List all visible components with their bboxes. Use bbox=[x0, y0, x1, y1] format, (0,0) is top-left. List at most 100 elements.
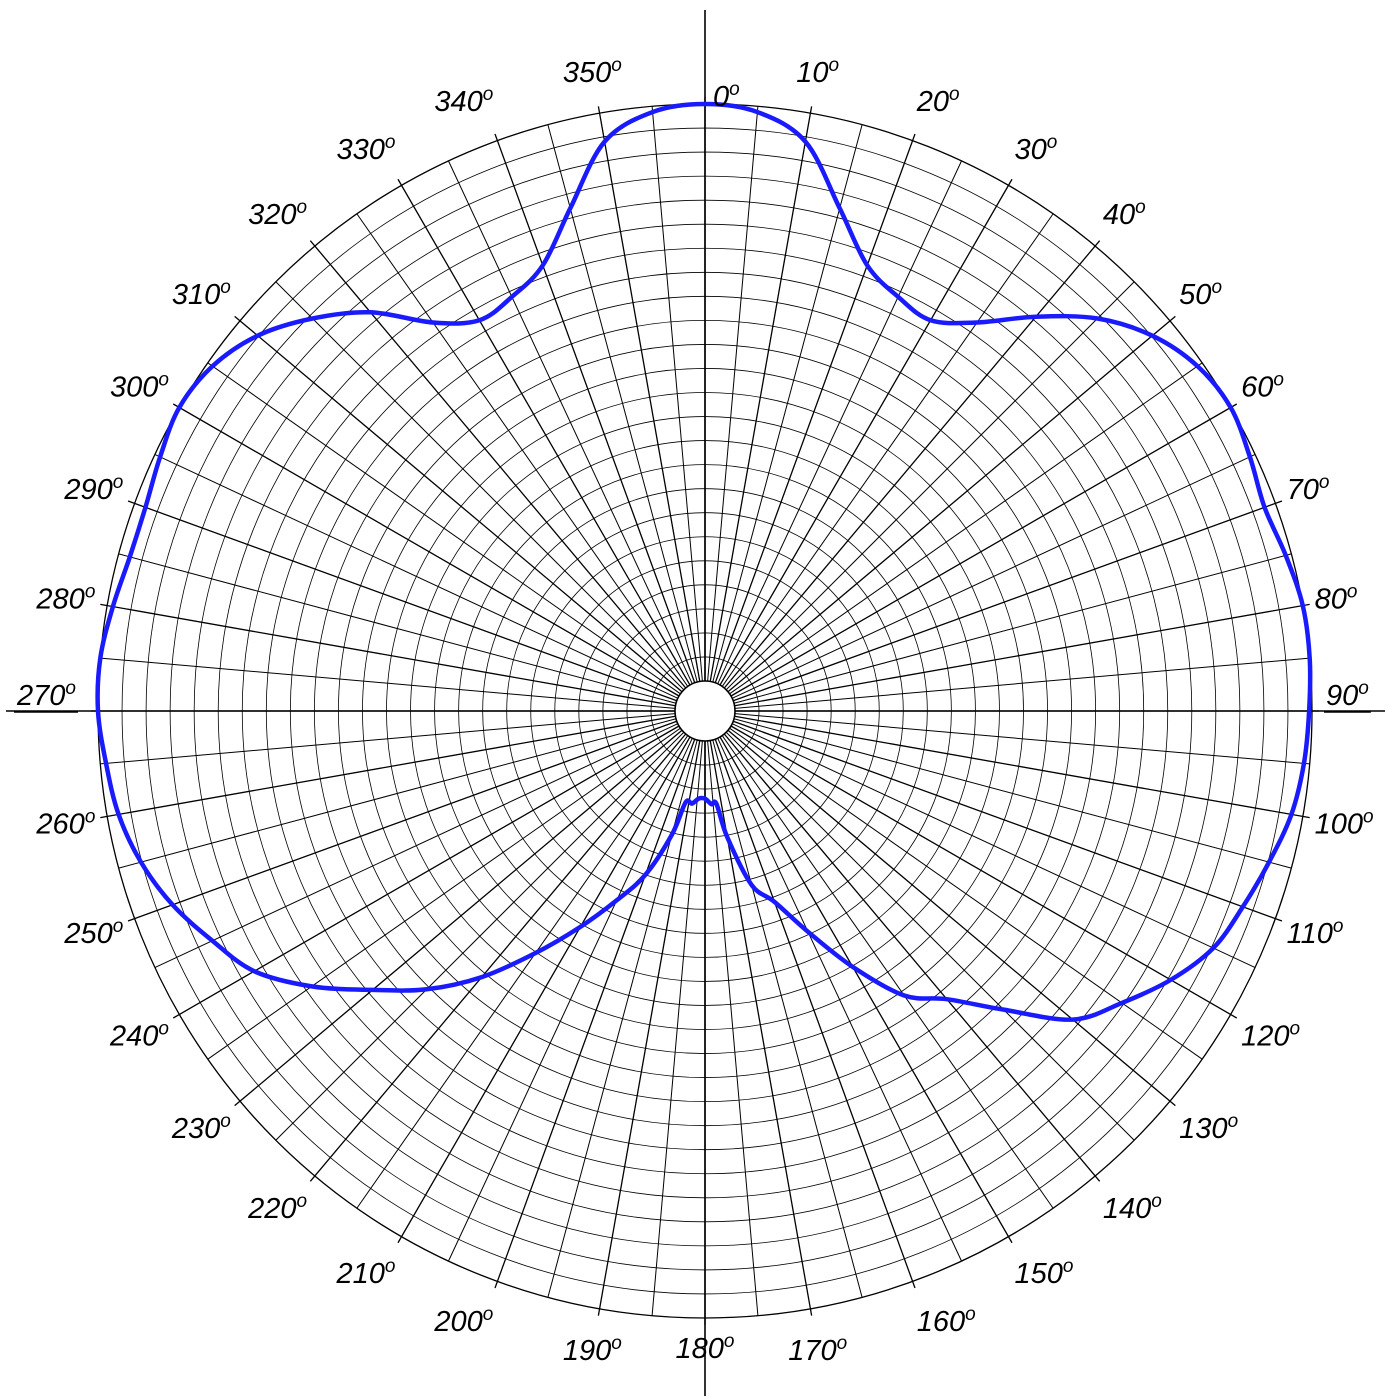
angle-tick-value: 10 bbox=[796, 57, 828, 89]
angle-tick-value: 170 bbox=[788, 1335, 836, 1367]
angle-tick-value: 290 bbox=[63, 474, 112, 506]
angle-tick-value: 30 bbox=[1015, 134, 1047, 166]
degree-symbol: o bbox=[965, 1304, 976, 1325]
grid-spoke bbox=[731, 454, 1256, 699]
angle-tick-value: 0 bbox=[713, 81, 729, 113]
angle-tick-label: 20o bbox=[916, 84, 960, 118]
grid-spoke bbox=[730, 403, 1238, 697]
angle-tick-label: 60o bbox=[1241, 370, 1284, 404]
grid-spoke bbox=[717, 737, 962, 1262]
angle-tick-label: 190o bbox=[563, 1333, 622, 1367]
angle-tick-value: 180 bbox=[676, 1333, 724, 1365]
angle-tick-value: 310 bbox=[172, 279, 220, 311]
degree-symbol: o bbox=[1347, 581, 1358, 602]
degree-symbol: o bbox=[1333, 916, 1344, 937]
degree-symbol: o bbox=[829, 55, 840, 76]
angle-tick-label: 240o bbox=[109, 1019, 169, 1053]
grid-spoke bbox=[494, 738, 696, 1289]
angle-tick-value: 110 bbox=[1287, 918, 1333, 950]
angle-tick-label: 350o bbox=[563, 55, 622, 89]
angle-tick-label: 90o bbox=[1326, 678, 1369, 712]
grid-spoke bbox=[597, 740, 701, 1316]
grid-spoke bbox=[154, 454, 679, 699]
angle-tick-label: 100o bbox=[1315, 807, 1374, 841]
degree-symbol: o bbox=[1211, 277, 1222, 298]
angle-tick-value: 350 bbox=[563, 57, 611, 89]
grid-spoke bbox=[356, 735, 689, 1209]
grid-spoke bbox=[734, 713, 1310, 765]
grid-spoke bbox=[723, 733, 1101, 1182]
degree-symbol: o bbox=[483, 84, 494, 105]
angle-tick-value: 160 bbox=[917, 1306, 965, 1338]
grid-spoke bbox=[597, 106, 701, 682]
grid-spoke bbox=[397, 736, 691, 1244]
grid-spoke bbox=[127, 500, 678, 702]
degree-symbol: o bbox=[65, 678, 76, 699]
degree-symbol: o bbox=[220, 277, 231, 298]
angle-tick-value: 260 bbox=[35, 809, 84, 841]
angle-tick-label: 70o bbox=[1287, 472, 1330, 506]
grid-spoke bbox=[707, 740, 759, 1316]
grid-spoke bbox=[727, 315, 1176, 693]
angle-tick-value: 210 bbox=[336, 1258, 385, 1290]
degree-symbol: o bbox=[1228, 1111, 1239, 1132]
series-line bbox=[95, 101, 1313, 1022]
angle-tick-label: 80o bbox=[1315, 581, 1358, 615]
degree-symbol: o bbox=[483, 1304, 494, 1325]
angle-tick-label: 140o bbox=[1103, 1191, 1162, 1225]
grid-spoke bbox=[172, 725, 680, 1019]
angle-tick-label: 340o bbox=[434, 84, 493, 118]
degree-symbol: o bbox=[1273, 370, 1284, 391]
angle-tick-label: 120o bbox=[1241, 1019, 1300, 1053]
grid-spoke bbox=[730, 725, 1238, 1019]
degree-symbol: o bbox=[158, 370, 169, 391]
angle-tick-label: 40o bbox=[1103, 197, 1146, 231]
grid-spoke bbox=[712, 124, 863, 683]
angle-tick-label: 200o bbox=[433, 1304, 493, 1338]
grid-spoke bbox=[275, 731, 685, 1141]
angle-tick-label: 10o bbox=[796, 55, 839, 89]
angle-tick-value: 330 bbox=[337, 134, 385, 166]
grid-spoke bbox=[717, 160, 962, 685]
grid-spoke bbox=[275, 281, 685, 691]
grid-spoke bbox=[714, 133, 916, 684]
angle-tick-label: 280o bbox=[35, 581, 95, 615]
grid-spoke bbox=[100, 603, 676, 707]
grid-spoke bbox=[494, 133, 696, 684]
degree-symbol: o bbox=[1358, 678, 1369, 699]
angle-tick-label: 160o bbox=[917, 1304, 976, 1338]
angle-tick-value: 100 bbox=[1315, 809, 1363, 841]
angle-tick-label: 50o bbox=[1179, 277, 1222, 311]
series-layer bbox=[95, 101, 1313, 1022]
angle-tick-label: 150o bbox=[1015, 1256, 1074, 1290]
grid-spoke bbox=[712, 739, 863, 1298]
degree-symbol: o bbox=[724, 1331, 735, 1352]
angle-tick-value: 300 bbox=[110, 372, 158, 404]
angle-tick-labels: 0o10o20o30o40o50o60o70o80o90o100o110o120… bbox=[14, 55, 1374, 1367]
grid-spoke bbox=[397, 178, 691, 686]
degree-symbol: o bbox=[297, 197, 308, 218]
grid-spoke bbox=[721, 735, 1054, 1209]
angular-grid-spokes bbox=[91, 97, 1319, 1325]
angle-tick-value: 230 bbox=[171, 1113, 220, 1145]
degree-symbol: o bbox=[1151, 1191, 1162, 1212]
degree-symbol: o bbox=[1289, 1019, 1300, 1040]
grid-spoke bbox=[729, 362, 1203, 695]
grid-spoke bbox=[154, 723, 679, 968]
degree-symbol: o bbox=[837, 1333, 848, 1354]
grid-spoke bbox=[309, 240, 687, 689]
grid-spoke bbox=[733, 553, 1292, 704]
grid-spoke bbox=[714, 738, 916, 1289]
grid-spoke bbox=[734, 657, 1310, 709]
degree-symbol: o bbox=[220, 1111, 231, 1132]
angle-tick-value: 140 bbox=[1103, 1193, 1151, 1225]
angle-tick-label: 250o bbox=[63, 916, 123, 950]
grid-spoke bbox=[547, 124, 698, 683]
angle-tick-value: 250 bbox=[63, 918, 112, 950]
grid-spoke bbox=[448, 737, 693, 1262]
grid-spoke bbox=[732, 720, 1283, 922]
grid-spoke bbox=[727, 729, 1176, 1107]
grid-spoke bbox=[651, 740, 703, 1316]
degree-symbol: o bbox=[949, 84, 960, 105]
